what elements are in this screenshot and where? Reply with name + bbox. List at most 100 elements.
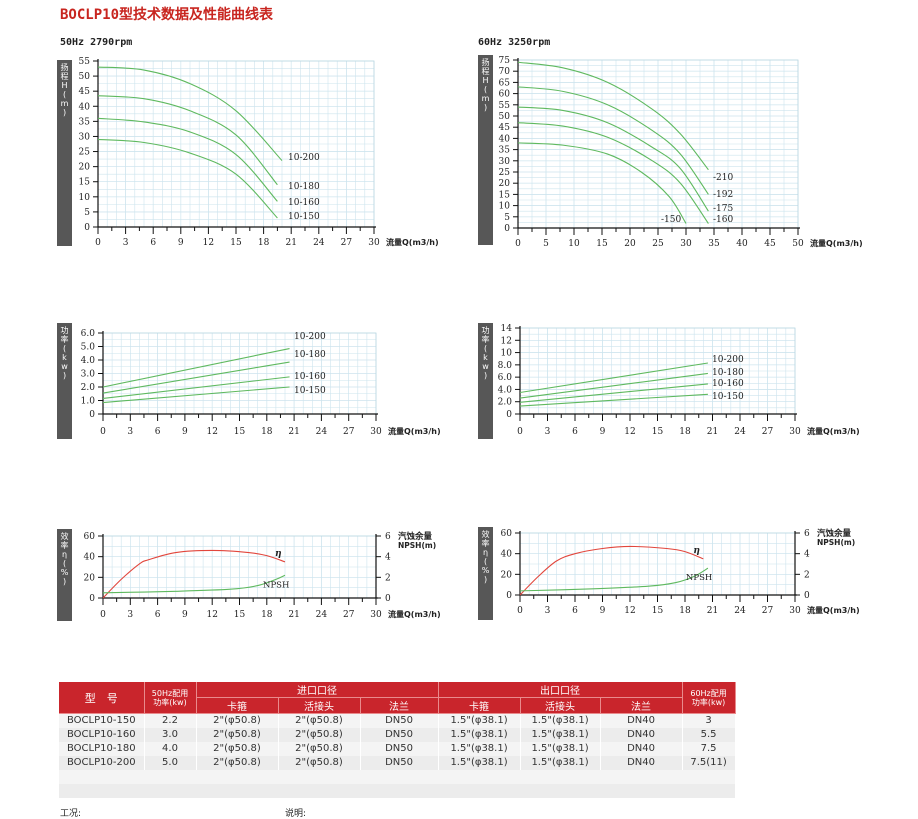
eff50-ylabel-char: ) xyxy=(63,577,66,586)
eff50-x-tick-label: 15 xyxy=(234,610,246,620)
spec-table: 型 号 50Hz配用 功率(kw) 进口口径 出口口径 60Hz配用 功率(kw… xyxy=(59,682,736,798)
power60-y-tick-label: 4.0 xyxy=(498,385,513,395)
head50-ylabel-char: m xyxy=(61,99,69,108)
charts-canvas: 扬程H(m)0 3 6 9 12 15 18 21 24 27 30 流量Q(m3/h)0510152… xyxy=(57,37,863,621)
head60-series-4-line xyxy=(517,142,687,224)
eff60-xlabel: 流量Q(m3/h) xyxy=(807,605,860,615)
power50-x-tick-label: 27 xyxy=(343,427,355,437)
power60-y-tick-label: 12 xyxy=(501,336,512,346)
eff50-ylabel-char: ( xyxy=(63,559,66,568)
cell-outlet-flange: DN40 xyxy=(600,756,683,770)
head60-y-tick-label: 50 xyxy=(499,112,511,122)
head60-series-1-line xyxy=(517,86,709,195)
cell-inlet-union: 2"(φ50.8) xyxy=(278,756,361,770)
eff50-eta-label: η xyxy=(275,549,282,559)
head60-y-tick-label: 20 xyxy=(499,179,511,189)
head60-series-4-label: -150 xyxy=(661,215,681,225)
eff60-x-tick-label: 18 xyxy=(679,606,691,616)
head60-y-tick-label: 10 xyxy=(499,202,511,212)
eff50-y-tick-label: 0 xyxy=(89,594,95,604)
power60-x-tick-label: 15 xyxy=(652,427,664,437)
eff60-y2-tick-label: 0 xyxy=(804,591,810,601)
power60-ylabel-char: 功 xyxy=(482,325,490,335)
power60-ylabel-char: k xyxy=(483,353,488,362)
eff50-y2-tick-label: 6 xyxy=(385,532,391,542)
power60-x-tick-label: 12 xyxy=(624,427,635,437)
work-condition-label: 工况: xyxy=(60,809,82,819)
power60-x-tick-label: 3 xyxy=(545,427,551,437)
head60-y-tick-label: 5 xyxy=(504,213,510,223)
power50-series-2-label: 10-160 xyxy=(294,372,326,382)
head60-ylabel-char: ) xyxy=(484,103,487,112)
power50-x-tick-label: 12 xyxy=(206,427,217,437)
eff60-series-1-line xyxy=(519,567,709,592)
power60-series-0-line xyxy=(519,362,709,394)
head50-y-tick-label: 25 xyxy=(79,148,91,158)
power60-series-3-line xyxy=(519,393,708,407)
head60-series-3-label: -160 xyxy=(713,215,733,225)
head50-x-tick-label: 0 xyxy=(95,238,101,248)
head50-y-tick-label: 45 xyxy=(79,87,91,97)
power60-x-tick-label: 18 xyxy=(679,427,691,437)
power50-ylabel-char: ( xyxy=(63,344,66,353)
head50-series-1-label: 10-180 xyxy=(288,182,320,192)
head60-y-tick-label: 55 xyxy=(499,101,511,111)
head60-x-tick-label: 45 xyxy=(764,239,776,249)
eff50-x-tick-label: 18 xyxy=(261,610,273,620)
head60-y-tick-label: 25 xyxy=(499,168,511,178)
eff50-x-tick-label: 24 xyxy=(316,610,328,620)
power60-ylabel-char: w xyxy=(482,362,489,371)
head50-axis-band xyxy=(57,60,72,246)
power50-series-0-label: 10-200 xyxy=(294,332,326,342)
eff50-y-tick-label: 20 xyxy=(84,573,96,583)
head50-y-tick-label: 5 xyxy=(84,208,90,218)
cell-inlet-flange: DN50 xyxy=(360,713,439,728)
power50-y-tick-label: 6.0 xyxy=(81,329,96,339)
head50-y-tick-label: 0 xyxy=(84,223,90,233)
cell-outlet-union: 1.5"(φ38.1) xyxy=(520,713,601,728)
head60-ylabel-char: ( xyxy=(484,85,487,94)
power60-series-3-label: 10-150 xyxy=(712,392,744,402)
table-row: BOCLP10-150 2.2 2"(φ50.8) 2"(φ50.8) DN50… xyxy=(59,713,736,728)
power50-series-2-line xyxy=(102,376,290,400)
eff60-x-tick-label: 24 xyxy=(734,606,746,616)
power50-ylabel-char: ) xyxy=(63,371,66,380)
power50-x-tick-label: 18 xyxy=(261,427,273,437)
eff60-x-tick-label: 15 xyxy=(652,606,664,616)
power50-ylabel-char: 率 xyxy=(61,334,69,344)
head50-y-tick-label: 35 xyxy=(79,117,91,127)
eff50-ylabel-char: η xyxy=(62,550,67,559)
power60-y-tick-label: 14 xyxy=(501,324,513,334)
power60-x-tick-label: 30 xyxy=(789,427,801,437)
eff60-y-tick-label: 40 xyxy=(501,550,513,560)
power50-x-tick-label: 15 xyxy=(234,427,246,437)
eff50-x-tick-label: 30 xyxy=(370,610,382,620)
header-outlet-union: 活接头 xyxy=(520,697,601,714)
cell-inlet-clamp: 2"(φ50.8) xyxy=(196,713,279,728)
head50-x-tick-label: 21 xyxy=(285,238,296,248)
head60-x-tick-label: 15 xyxy=(596,239,608,249)
power50-y-tick-label: 1.0 xyxy=(81,397,96,407)
head50-title: 50Hz 2790rpm xyxy=(60,37,132,48)
head60-x-tick-label: 0 xyxy=(515,239,521,249)
cell-power50: 2.2 xyxy=(144,713,197,728)
head50-ylabel-char: H xyxy=(61,81,67,90)
power50-series-1-label: 10-180 xyxy=(294,350,326,360)
head60-axis-band xyxy=(478,55,493,245)
cell-outlet-clamp: 1.5"(φ38.1) xyxy=(438,742,521,756)
header-inlet-union: 活接头 xyxy=(278,697,361,714)
power50-y-tick-label: 2.0 xyxy=(81,383,96,393)
head60-xlabel: 流量Q(m3/h) xyxy=(810,238,863,248)
head50-series-2-label: 10-160 xyxy=(288,198,320,208)
power60-y-tick-label: 2.0 xyxy=(498,398,513,408)
head50-series-3-label: 10-150 xyxy=(288,212,320,222)
eff60-x-tick-label: 27 xyxy=(762,606,774,616)
power50-x-tick-label: 30 xyxy=(370,427,382,437)
eff50-x-tick-label: 27 xyxy=(343,610,355,620)
power50-x-tick-label: 24 xyxy=(316,427,328,437)
power60-series-1-line xyxy=(519,372,708,399)
table-row: BOCLP10-180 4.0 2"(φ50.8) 2"(φ50.8) DN50… xyxy=(59,742,736,756)
header-inlet: 进口口径 xyxy=(196,682,439,698)
eff50-ylabel-char: 率 xyxy=(61,540,69,550)
power50-ylabel-char: 功 xyxy=(61,325,69,335)
